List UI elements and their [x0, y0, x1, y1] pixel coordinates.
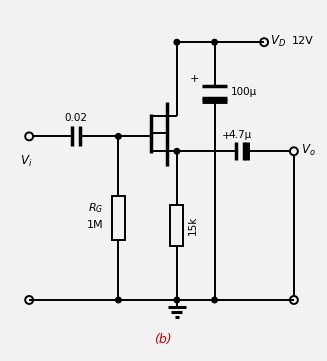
Bar [112, 196, 125, 240]
Text: 1M: 1M [87, 220, 104, 230]
Text: $R_G$: $R_G$ [88, 201, 104, 215]
Circle shape [174, 39, 180, 45]
Text: 0.02: 0.02 [64, 113, 87, 123]
Circle shape [174, 297, 180, 303]
Text: $V_o$: $V_o$ [301, 143, 316, 158]
Circle shape [212, 39, 217, 45]
Circle shape [174, 148, 180, 154]
Text: 15k: 15k [188, 216, 198, 235]
Text: (b): (b) [154, 333, 172, 346]
Text: +: + [189, 74, 199, 84]
Circle shape [212, 297, 217, 303]
Text: +: + [222, 131, 232, 142]
Text: 4.7μ: 4.7μ [229, 130, 252, 140]
Circle shape [116, 134, 121, 139]
Text: $V_i$: $V_i$ [20, 154, 32, 169]
Text: 12V: 12V [292, 36, 314, 46]
Text: 100μ: 100μ [231, 87, 257, 97]
Bar [170, 205, 183, 247]
Text: $V_D$: $V_D$ [270, 34, 286, 49]
Circle shape [116, 297, 121, 303]
